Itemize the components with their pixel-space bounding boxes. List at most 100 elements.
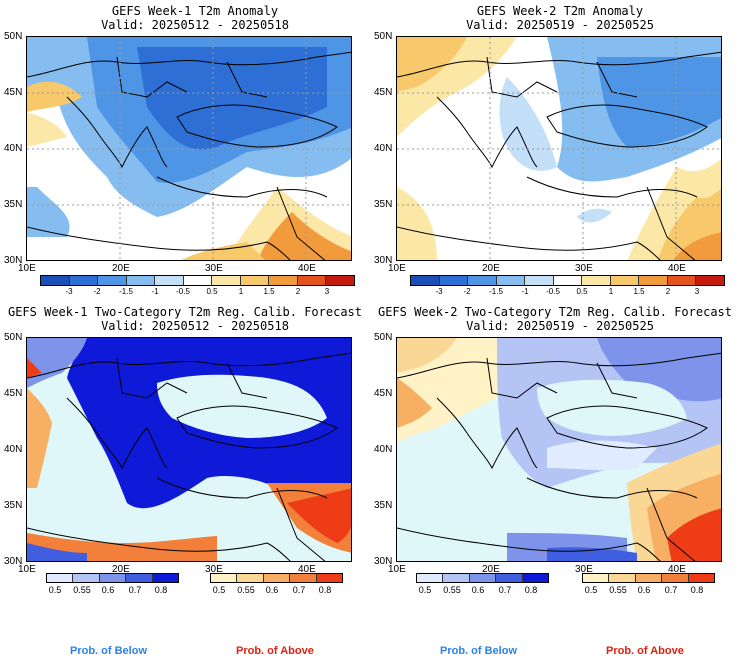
cbar2-seg <box>610 276 640 285</box>
pb1-l2: 0.6 <box>101 585 115 595</box>
pb2-seg <box>417 574 444 582</box>
map-week1-probability-svg <box>27 338 351 561</box>
cbar2-seg <box>639 276 668 285</box>
p1-lat-35: 35N <box>4 199 23 210</box>
cbar2-seg <box>411 276 440 285</box>
panel-1-valid: Valid: 20250512 - 20250518 <box>101 18 289 32</box>
cbar1-l5: 0.5 <box>206 287 218 296</box>
pa2-l3: 0.7 <box>664 585 678 595</box>
cbar1-l0: -3 <box>65 287 73 296</box>
p2-lat-50: 50N <box>374 31 393 42</box>
pa2-seg <box>583 574 610 582</box>
cbar2-l8: 2 <box>665 287 671 296</box>
pb1-seg <box>126 574 153 582</box>
pb2-seg <box>469 574 497 582</box>
pa1-l0: 0.5 <box>212 585 226 595</box>
cbar1-seg <box>240 276 270 285</box>
p1-lat-40: 40N <box>4 143 23 154</box>
p4-lat-30: 30N <box>374 556 393 567</box>
cbar1-seg <box>183 276 213 285</box>
map-week1-anomaly <box>26 36 352 261</box>
cbar2-l6: 1 <box>608 287 614 296</box>
p4-lat-50: 50N <box>374 332 393 343</box>
pb2-seg <box>522 574 549 582</box>
panel-3-valid: Valid: 20250512 - 20250518 <box>101 319 289 333</box>
cbar2-seg <box>582 276 611 285</box>
cbar1-l1: -2 <box>93 287 101 296</box>
pb2-l2: 0.6 <box>471 585 485 595</box>
p3-lat-50: 50N <box>4 332 23 343</box>
map-week2-probability <box>396 337 722 562</box>
anomaly-colorbar-2 <box>410 275 725 286</box>
cbar2-seg <box>468 276 497 285</box>
pb1-l4: 0.8 <box>154 585 168 595</box>
anomaly-colorbar-1 <box>40 275 355 286</box>
prob-above-note-2: Prob. of Above <box>606 645 684 657</box>
p2-lat-45: 45N <box>374 87 393 98</box>
cbar1-seg <box>98 276 127 285</box>
p2-lat-30: 30N <box>374 255 393 266</box>
pa1-seg <box>211 574 238 582</box>
panel-4-valid: Valid: 20250519 - 20250525 <box>466 319 654 333</box>
cbar1-l4: -0.5 <box>176 287 190 296</box>
p1-lat-45: 45N <box>4 87 23 98</box>
cbar1-l8: 2 <box>295 287 301 296</box>
cbar1-seg <box>41 276 70 285</box>
pa2-l1: 0.55 <box>609 585 627 595</box>
cbar2-l5: 0.5 <box>576 287 588 296</box>
p2-lon-40: 40E <box>668 263 686 274</box>
p3-lat-40: 40N <box>4 444 23 455</box>
p2-lon-10: 10E <box>388 263 406 274</box>
p4-lat-45: 45N <box>374 388 393 399</box>
cbar1-l7: 1.5 <box>263 287 275 296</box>
map-week2-probability-svg <box>397 338 721 561</box>
cbar1-l6: 1 <box>238 287 244 296</box>
prob-below-colorbar-1 <box>46 573 179 583</box>
p2-lon-20: 20E <box>482 263 500 274</box>
p3-lat-45: 45N <box>4 388 23 399</box>
cbar1-seg <box>212 276 241 285</box>
cbar2-seg <box>439 276 469 285</box>
p3-lon-20: 20E <box>112 564 130 575</box>
p4-lat-35: 35N <box>374 500 393 511</box>
map-week1-probability <box>26 337 352 562</box>
cbar2-l2: -1.5 <box>489 287 503 296</box>
pb1-seg <box>99 574 127 582</box>
cbar2-seg <box>667 276 697 285</box>
cbar2-l9: 3 <box>694 287 700 296</box>
pb2-l0: 0.5 <box>418 585 432 595</box>
pb2-l3: 0.7 <box>498 585 512 595</box>
pa2-l2: 0.6 <box>637 585 651 595</box>
cbar2-l7: 1.5 <box>633 287 645 296</box>
pa1-l3: 0.7 <box>292 585 306 595</box>
pa2-l4: 0.8 <box>690 585 704 595</box>
cbar2-seg <box>696 276 725 285</box>
p1-lon-30: 30E <box>205 263 223 274</box>
map-week1-anomaly-svg <box>27 37 351 260</box>
cbar1-seg <box>69 276 99 285</box>
p1-lon-20: 20E <box>112 263 130 274</box>
prob-below-colorbar-2 <box>416 573 549 583</box>
pa1-seg <box>290 574 317 582</box>
panel-2-valid: Valid: 20250519 - 20250525 <box>466 18 654 32</box>
cbar2-seg <box>553 276 583 285</box>
pb1-l0: 0.5 <box>48 585 62 595</box>
p2-lat-40: 40N <box>374 143 393 154</box>
pa2-seg <box>609 574 636 582</box>
cbar2-l3: -1 <box>521 287 529 296</box>
cbar2-seg <box>496 276 526 285</box>
p4-lon-40: 40E <box>668 564 686 575</box>
pa2-seg <box>635 574 663 582</box>
prob-above-note-1: Prob. of Above <box>236 645 314 657</box>
map-week2-anomaly <box>396 36 722 261</box>
pb2-seg <box>443 574 470 582</box>
cbar2-seg <box>525 276 554 285</box>
panel-4-title: GEFS Week-2 Two-Category T2m Reg. Calib.… <box>377 305 732 319</box>
pb2-seg <box>496 574 523 582</box>
p1-lat-30: 30N <box>4 255 23 266</box>
cbar1-l2: -1.5 <box>119 287 133 296</box>
pa1-l1: 0.55 <box>237 585 255 595</box>
pa2-seg <box>688 574 715 582</box>
p3-lat-35: 35N <box>4 500 23 511</box>
p4-lon-10: 10E <box>388 564 406 575</box>
